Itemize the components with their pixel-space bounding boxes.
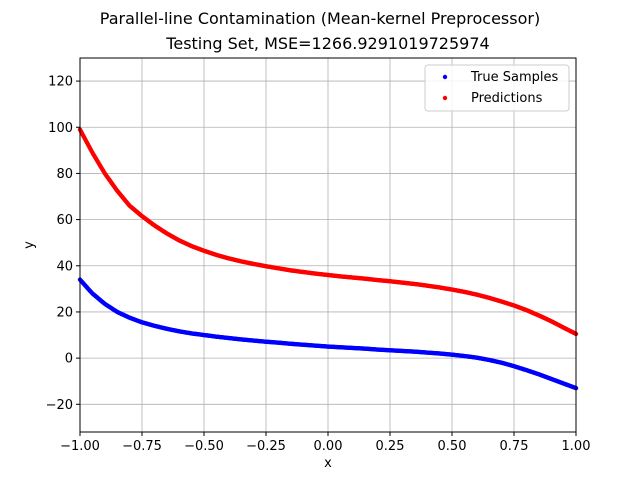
x-axis-label: x [324,456,332,471]
x-tick-label: 0.75 [500,439,529,454]
legend-label-predictions: Predictions [471,91,543,106]
y-tick-label: 60 [56,213,73,228]
x-tick-label: −0.25 [246,439,286,454]
data-points [77,127,579,391]
y-tick-label: 120 [48,75,73,90]
y-tick-label: 20 [56,305,73,320]
legend-marker-true-samples [442,74,448,80]
x-tick-label: 1.00 [562,439,591,454]
chart-subtitle: Testing Set, MSE=1266.9291019725974 [165,34,489,53]
y-tick-label: 80 [56,167,73,182]
legend-box [424,64,570,112]
y-axis-label: y [22,241,37,249]
x-tick-label: −1.00 [60,439,100,454]
y-tick-label: 0 [65,352,73,367]
legend-marker-predictions [442,95,448,101]
x-tick-label: 0.25 [376,439,405,454]
legend-label-true-samples: True Samples [470,70,558,85]
x-tick-label: −0.50 [184,439,224,454]
series-predictions [77,127,579,337]
y-tick-label: −20 [46,398,73,413]
chart-title: Parallel-line Contamination (Mean-kernel… [100,9,540,28]
axis-ticks: −1.00 −0.75 −0.50 −0.25 0.00 0.25 0.50 0.75 1.00… [46,75,591,454]
legend: True Samples Predictions [424,64,570,112]
y-tick-label: 100 [48,121,73,136]
x-tick-label: −0.75 [122,439,162,454]
x-tick-label: 0.50 [438,439,467,454]
x-tick-label: 0.00 [314,439,343,454]
y-tick-label: 40 [56,259,73,274]
